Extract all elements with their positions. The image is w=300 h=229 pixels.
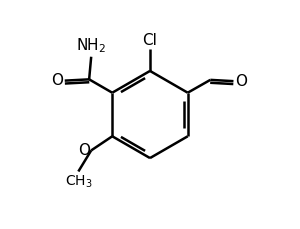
Text: O: O bbox=[235, 74, 247, 89]
Text: O: O bbox=[51, 73, 63, 88]
Text: O: O bbox=[78, 143, 90, 158]
Text: Cl: Cl bbox=[142, 33, 158, 48]
Text: NH$_2$: NH$_2$ bbox=[76, 36, 106, 55]
Text: CH$_3$: CH$_3$ bbox=[64, 173, 92, 190]
